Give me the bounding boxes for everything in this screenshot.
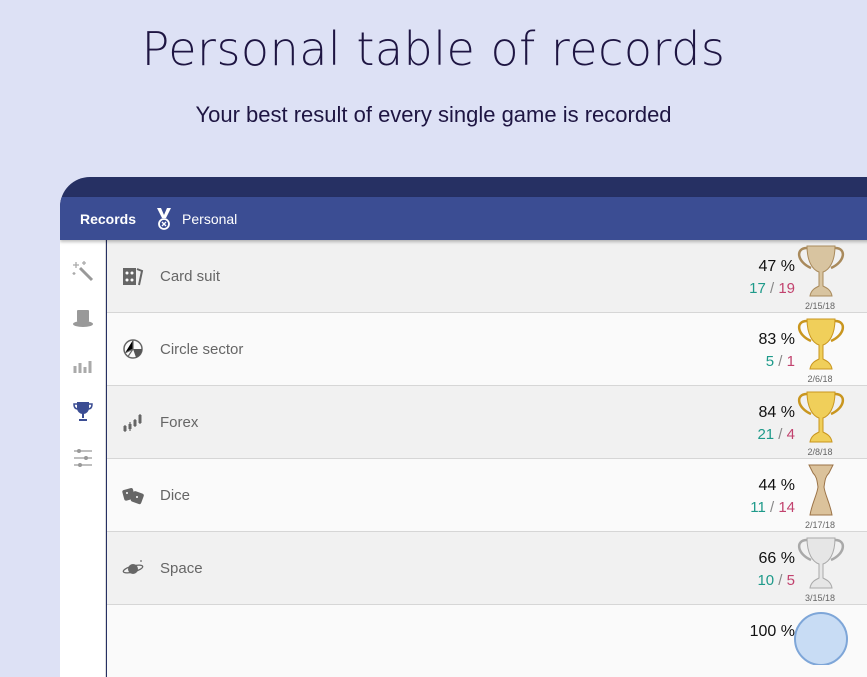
wins-count: 21 [757,426,775,443]
record-date: 3/15/18 [804,593,836,603]
record-percent: 83 % [758,331,795,348]
page-subtitle: Your best result of every single game is… [195,102,672,127]
record-row[interactable]: 100 % / [107,605,867,677]
blue-medal-icon [794,612,848,665]
gold-cup-icon [798,318,844,370]
record-percent: 44 % [758,477,795,494]
wins-count: 5 [765,353,775,370]
losses-count: 5 [786,572,795,589]
record-date: 2/6/18 [807,374,833,384]
record-percent: 100 % [749,623,795,640]
record-row[interactable]: Dice 44 % 11 / 14 2/17/18 [107,459,867,532]
wins-count: 11 [750,499,766,516]
record-percent: 66 % [758,550,795,567]
device-frame: Records Personal Card suit 47 % 17 / 19 … [60,177,867,677]
record-row[interactable]: Space 66 % 10 / 5 3/15/18 [107,532,867,605]
record-score: 21 / 4 [757,426,795,443]
record-percent: 47 % [758,258,795,275]
page-title: Personal table of records [141,22,726,76]
game-name: Circle sector [160,341,244,358]
record-score: 11 / 14 [750,499,795,516]
dice-icon [122,488,144,505]
magic-wand-icon[interactable] [72,260,94,282]
record-score: 17 / 19 [749,280,795,297]
record-date: 2/15/18 [804,301,836,311]
record-row[interactable]: Circle sector 83 % 5 / 1 2/6/18 [107,313,867,386]
game-name: Dice [160,487,191,504]
top-hat-icon[interactable] [72,307,94,329]
sliders-icon[interactable] [72,447,94,469]
candlestick-icon [123,414,142,432]
record-row[interactable]: Forex 84 % 21 / 4 2/8/18 [107,386,867,459]
game-name: Card suit [160,268,221,285]
record-date: 2/17/18 [804,520,836,530]
bronze-goblet-icon [808,464,834,516]
app-title: Records [80,210,137,227]
record-score: 5 / 1 [765,353,795,370]
record-row[interactable]: Card suit 47 % 17 / 19 2/15/18 [107,240,867,313]
losses-count: 19 [778,280,795,297]
sidebar [60,240,106,677]
wins-count: 17 [749,280,766,297]
record-percent: 84 % [758,404,795,421]
medal-icon [157,207,172,230]
tab-personal[interactable]: Personal [182,210,238,227]
circle-sector-icon [123,339,143,359]
records-list: Card suit 47 % 17 / 19 2/15/18 Circle se… [107,240,867,677]
record-date: 2/8/18 [807,447,833,457]
game-name: Forex [160,414,199,431]
silver-cup-icon [798,537,844,589]
record-score: 10 / 5 [757,572,795,589]
game-name: Space [160,560,203,577]
wins-count: 10 [757,572,775,589]
gold-cup-icon [798,391,844,443]
bar-chart-icon[interactable] [72,353,94,375]
app-bar: Records Personal [60,197,867,240]
game-icon [122,630,144,652]
losses-count: 14 [778,499,795,516]
bronze-cup-icon [798,245,844,297]
card-suit-icon [123,268,144,286]
losses-count: 4 [786,426,795,443]
losses-count: 1 [786,353,795,370]
trophy-icon[interactable] [72,400,94,422]
planet-icon [122,560,144,574]
